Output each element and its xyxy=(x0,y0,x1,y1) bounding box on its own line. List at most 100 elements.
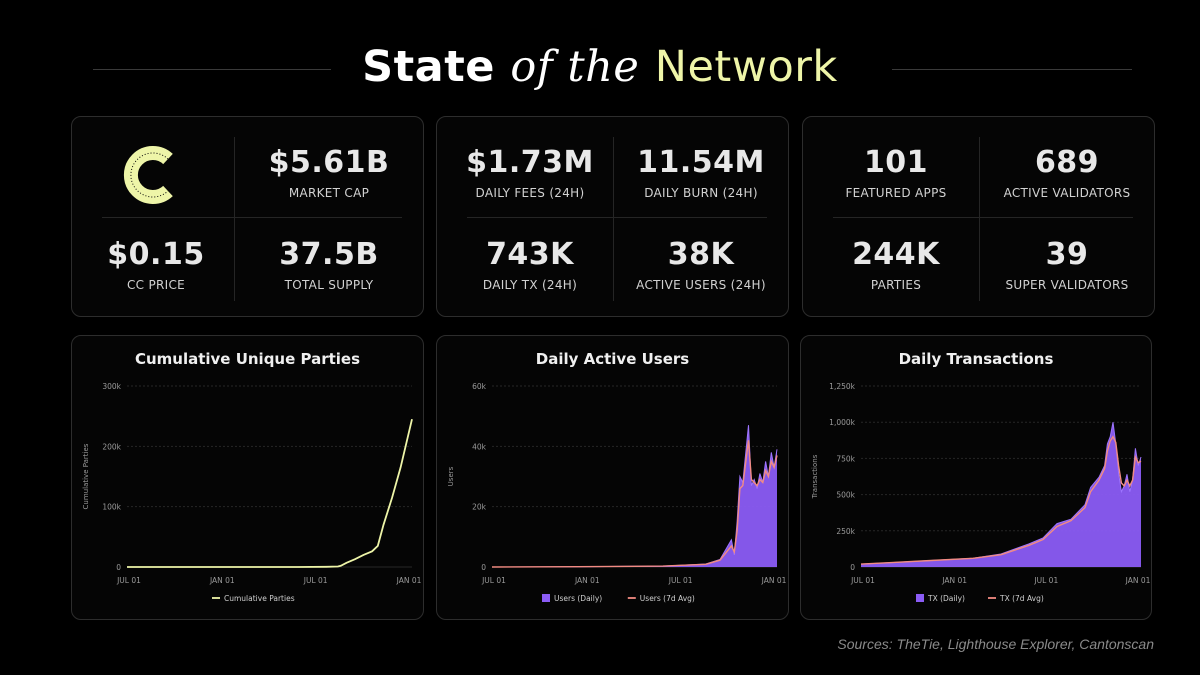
users-daily-series-edge xyxy=(491,425,778,568)
legend-label: Users (7d Avg) xyxy=(640,594,695,603)
market-cap-stat: $5.61B MARKET CAP xyxy=(234,145,424,200)
page-title: State of the Network xyxy=(0,42,1200,92)
y-axis-label: Transactions xyxy=(811,454,819,499)
x-tick-label: JUL 01 xyxy=(116,576,141,585)
y-tick-label: 40k xyxy=(472,442,487,451)
chart-title: Daily Active Users xyxy=(535,350,690,368)
tx-daily-series xyxy=(861,422,1141,567)
parties-label: PARTIES xyxy=(870,278,922,292)
x-tick-label: JAN 01 xyxy=(396,576,422,585)
super-validators-label: SUPER VALIDATORS xyxy=(1005,278,1129,292)
divider xyxy=(613,137,614,301)
y-axis-label: Users xyxy=(447,466,455,486)
legend-swatch xyxy=(916,594,924,602)
daily-fees-stat: $1.73M DAILY FEES (24H) xyxy=(445,145,615,200)
parties-value: 244K xyxy=(852,237,940,272)
activity-stats-card: $1.73M DAILY FEES (24H) 11.54M DAILY BUR… xyxy=(436,116,789,317)
title-rule-left xyxy=(93,69,331,70)
sources-note: Sources: TheTie, Lighthouse Explorer, Ca… xyxy=(837,636,1154,652)
x-tick-label: JAN 01 xyxy=(1125,576,1151,585)
active-validators-label: ACTIVE VALIDATORS xyxy=(1003,186,1131,200)
legend-label: Cumulative Parties xyxy=(224,594,295,603)
active-users-label: ACTIVE USERS (24H) xyxy=(636,278,766,292)
x-tick-label: JUL 01 xyxy=(303,576,328,585)
divider xyxy=(234,137,235,301)
divider xyxy=(833,217,1133,218)
cc-price-value: $0.15 xyxy=(107,237,205,272)
x-tick-label: JAN 01 xyxy=(941,576,967,585)
canton-coin-logo-icon xyxy=(123,146,173,204)
title-rule-right xyxy=(892,69,1132,70)
x-tick-label: JUL 01 xyxy=(481,576,506,585)
total-supply-stat: 37.5B TOTAL SUPPLY xyxy=(234,237,424,292)
daily-tx-label: DAILY TX (24H) xyxy=(482,278,578,292)
daily-tx-stat: 743K DAILY TX (24H) xyxy=(445,237,615,292)
title-accent: Network xyxy=(654,42,838,92)
market-cap-label: MARKET CAP xyxy=(288,186,370,200)
canton-coin-logo xyxy=(112,143,188,207)
daily-burn-stat: 11.54M DAILY BURN (24H) xyxy=(613,145,789,200)
daily-fees-value: $1.73M xyxy=(466,145,594,180)
daily-tx-value: 743K xyxy=(486,237,574,272)
chart-title: Daily Transactions xyxy=(898,350,1054,368)
parties-stat: 244K PARTIES xyxy=(811,237,981,292)
x-tick-label: JAN 01 xyxy=(761,576,787,585)
y-tick-label: 0 xyxy=(850,563,855,572)
super-validators-value: 39 xyxy=(1045,237,1089,272)
active-validators-value: 689 xyxy=(1034,145,1100,180)
title-row: State of the Network xyxy=(0,40,1200,100)
total-supply-value: 37.5B xyxy=(279,237,379,272)
divider xyxy=(467,217,767,218)
title-italic: of the xyxy=(510,42,640,92)
tx-7d-avg-series xyxy=(860,435,1142,565)
active-users-stat: 38K ACTIVE USERS (24H) xyxy=(613,237,789,292)
x-tick-label: JUL 01 xyxy=(1033,576,1058,585)
chart-title: Cumulative Unique Parties xyxy=(134,350,361,368)
parties-chart: 0 100k 200k 300k Cumulative Parties JUL 01 JAN… xyxy=(82,382,422,603)
users-daily-series xyxy=(492,425,777,567)
y-tick-label: 0 xyxy=(481,563,486,572)
users-chart-card: Daily Active Users 0 20k 40k 60k Users JUL 01… xyxy=(436,335,789,620)
daily-burn-value: 11.54M xyxy=(637,145,765,180)
divider xyxy=(102,217,402,218)
y-tick-label: 60k xyxy=(472,382,487,391)
title-prefix: State xyxy=(362,42,495,92)
y-tick-label: 20k xyxy=(472,503,487,512)
y-tick-label: 1,000k xyxy=(829,418,855,427)
y-tick-label: 200k xyxy=(102,442,121,451)
legend-swatch xyxy=(542,594,550,602)
market-cap-value: $5.61B xyxy=(268,145,390,180)
y-tick-label: 100k xyxy=(102,503,121,512)
y-tick-label: 750k xyxy=(836,454,855,463)
active-users-value: 38K xyxy=(667,237,735,272)
daily-burn-label: DAILY BURN (24H) xyxy=(644,186,758,200)
y-tick-label: 500k xyxy=(836,491,855,500)
parties-chart-card: Cumulative Unique Parties 0 100k 200k 300k C… xyxy=(71,335,424,620)
total-supply-label: TOTAL SUPPLY xyxy=(284,278,374,292)
featured-apps-label: FEATURED APPS xyxy=(845,186,947,200)
y-tick-label: 1,250k xyxy=(829,382,855,391)
x-tick-label: JAN 01 xyxy=(209,576,235,585)
y-tick-label: 250k xyxy=(836,527,855,536)
x-tick-label: JAN 01 xyxy=(574,576,600,585)
active-validators-stat: 689 ACTIVE VALIDATORS xyxy=(979,145,1155,200)
tx-daily-series-edge xyxy=(860,422,1142,565)
transactions-chart: 0 250k 500k 750k 1,000k 1,250k Transactions JUL… xyxy=(811,382,1151,603)
daily-fees-label: DAILY FEES (24H) xyxy=(475,186,585,200)
divider xyxy=(979,137,980,301)
transactions-chart-card: Daily Transactions 0 250k 500k 750k 1,000k 1,… xyxy=(800,335,1152,620)
x-tick-label: JUL 01 xyxy=(850,576,875,585)
y-tick-label: 0 xyxy=(116,563,121,572)
cc-price-label: CC PRICE xyxy=(126,278,186,292)
x-tick-label: JUL 01 xyxy=(668,576,693,585)
legend-label: Users (Daily) xyxy=(554,594,602,603)
cc-price-stat: $0.15 CC PRICE xyxy=(76,237,236,292)
featured-apps-stat: 101 FEATURED APPS xyxy=(811,145,981,200)
token-stats-card: $5.61B MARKET CAP $0.15 CC PRICE 37.5B T… xyxy=(71,116,424,317)
super-validators-stat: 39 SUPER VALIDATORS xyxy=(979,237,1155,292)
ecosystem-stats-card: 101 FEATURED APPS 689 ACTIVE VALIDATORS … xyxy=(802,116,1155,317)
users-7d-avg-series xyxy=(491,440,778,568)
featured-apps-value: 101 xyxy=(863,145,929,180)
cumulative-parties-series xyxy=(127,418,413,568)
users-chart: 0 20k 40k 60k Users JUL 01 JAN 01 JUL 01 JAN 01 U… xyxy=(447,382,787,603)
